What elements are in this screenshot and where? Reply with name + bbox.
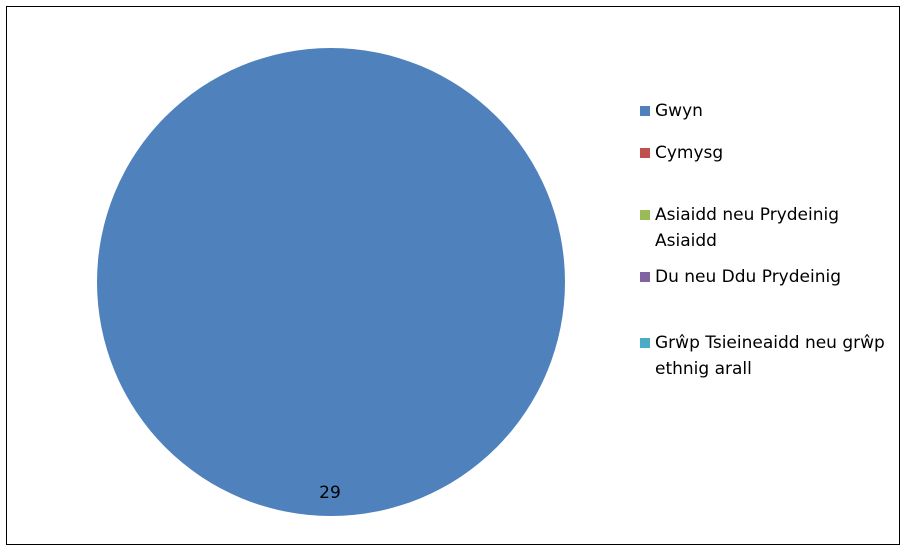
legend-label-cymysg: Cymysg — [655, 143, 724, 163]
legend-swatch-asiaidd — [640, 210, 650, 220]
pie-slice-gwyn — [97, 48, 565, 516]
legend-item-cymysg: Cymysg — [640, 140, 723, 166]
legend-item-gwyn: Gwyn — [640, 98, 703, 124]
data-label-gwyn: 29 — [319, 483, 341, 503]
legend-item-du: Du neu Ddu Prydeinig — [640, 264, 841, 290]
legend-label-asiaidd: Asiaidd neu Prydeinig Asiaidd — [655, 205, 840, 251]
legend-label-du: Du neu Ddu Prydeinig — [655, 267, 842, 287]
legend-swatch-cymysg — [640, 148, 650, 158]
legend-item-grwp-tsieineaidd: Grŵp Tsieineaidd neu grŵp ethnig arall — [640, 330, 902, 382]
legend-swatch-grwp-tsieineaidd — [640, 338, 650, 348]
pie-slices — [97, 48, 565, 516]
legend-swatch-du — [640, 272, 650, 282]
legend-swatch-gwyn — [640, 106, 650, 116]
legend-label-grwp-tsieineaidd: Grŵp Tsieineaidd neu grŵp ethnig arall — [655, 333, 885, 379]
legend-item-asiaidd: Asiaidd neu Prydeinig Asiaidd — [640, 202, 850, 254]
legend-label-gwyn: Gwyn — [655, 101, 703, 121]
